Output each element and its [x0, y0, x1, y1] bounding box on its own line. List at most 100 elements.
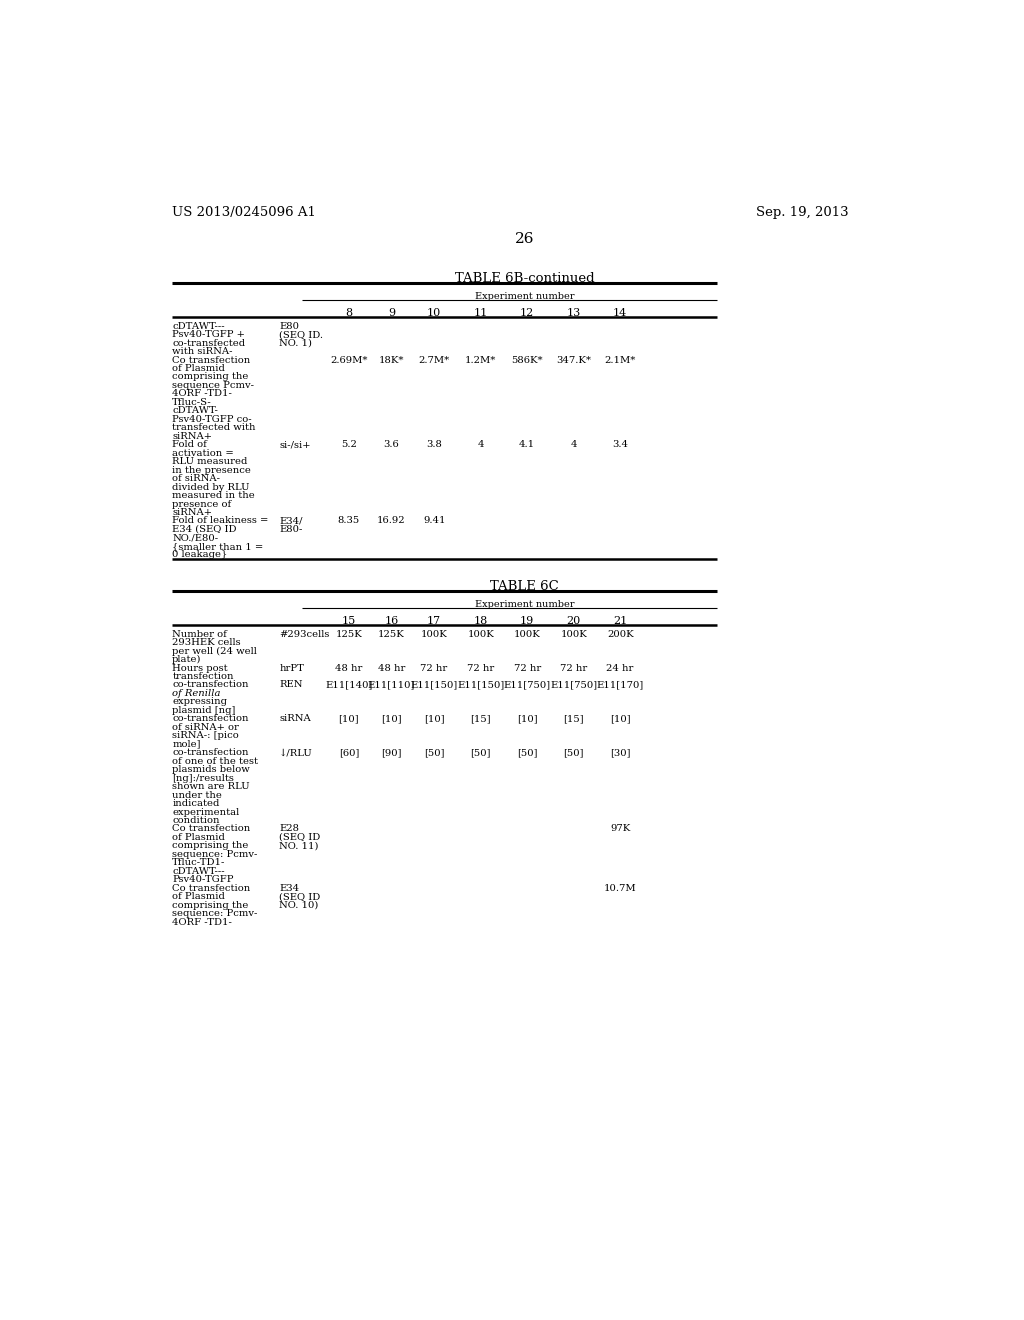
- Text: 72 hr: 72 hr: [467, 664, 495, 672]
- Text: 347.K*: 347.K*: [556, 355, 591, 364]
- Text: Number of: Number of: [172, 630, 227, 639]
- Text: condition: condition: [172, 816, 220, 825]
- Text: 0 leakage}: 0 leakage}: [172, 550, 227, 560]
- Text: Psv40-TGFP co-: Psv40-TGFP co-: [172, 414, 252, 424]
- Text: 1.2M*: 1.2M*: [465, 355, 497, 364]
- Text: [50]: [50]: [470, 748, 490, 758]
- Text: transfected with: transfected with: [172, 424, 256, 432]
- Text: 16: 16: [384, 615, 398, 626]
- Text: [30]: [30]: [610, 748, 631, 758]
- Text: E11[750]: E11[750]: [504, 681, 551, 689]
- Text: 16.92: 16.92: [377, 516, 406, 525]
- Text: 100K: 100K: [421, 630, 447, 639]
- Text: #293cells: #293cells: [280, 630, 330, 639]
- Text: NO. 10): NO. 10): [280, 900, 318, 909]
- Text: 5.2: 5.2: [341, 441, 356, 449]
- Text: E11[110]: E11[110]: [368, 681, 415, 689]
- Text: measured in the: measured in the: [172, 491, 255, 500]
- Text: plasmid [ng]: plasmid [ng]: [172, 706, 236, 715]
- Text: NO. 1): NO. 1): [280, 339, 312, 347]
- Text: in the presence: in the presence: [172, 466, 251, 475]
- Text: 2.1M*: 2.1M*: [604, 355, 636, 364]
- Text: 100K: 100K: [514, 630, 541, 639]
- Text: E80: E80: [280, 322, 299, 330]
- Text: [10]: [10]: [424, 714, 444, 723]
- Text: 12: 12: [520, 308, 535, 318]
- Text: activation =: activation =: [172, 449, 233, 458]
- Text: E11[150]: E11[150]: [411, 681, 458, 689]
- Text: 20: 20: [566, 615, 581, 626]
- Text: E34 (SEQ ID: E34 (SEQ ID: [172, 525, 237, 533]
- Text: siRNA: siRNA: [280, 714, 311, 723]
- Text: of one of the test: of one of the test: [172, 756, 258, 766]
- Text: 14: 14: [613, 308, 628, 318]
- Text: {smaller than 1 =: {smaller than 1 =: [172, 543, 263, 550]
- Text: 4.1: 4.1: [519, 441, 536, 449]
- Text: 17: 17: [427, 615, 441, 626]
- Text: [90]: [90]: [381, 748, 401, 758]
- Text: E11[140]: E11[140]: [326, 681, 373, 689]
- Text: 21: 21: [613, 615, 628, 626]
- Text: Co transfection: Co transfection: [172, 825, 251, 833]
- Text: with siRNA-: with siRNA-: [172, 347, 232, 356]
- Text: Tfluc-TD1-: Tfluc-TD1-: [172, 858, 225, 867]
- Text: of siRNA+ or: of siRNA+ or: [172, 723, 239, 731]
- Text: Fold of: Fold of: [172, 441, 207, 449]
- Text: 2.7M*: 2.7M*: [419, 355, 450, 364]
- Text: (SEQ ID.: (SEQ ID.: [280, 330, 324, 339]
- Text: E34: E34: [280, 884, 299, 892]
- Text: TABLE 6B-continued: TABLE 6B-continued: [455, 272, 595, 285]
- Text: 125K: 125K: [378, 630, 404, 639]
- Text: 100K: 100K: [467, 630, 494, 639]
- Text: Co transfection: Co transfection: [172, 355, 251, 364]
- Text: [10]: [10]: [381, 714, 401, 723]
- Text: [10]: [10]: [517, 714, 538, 723]
- Text: cDTAWT---: cDTAWT---: [172, 867, 225, 875]
- Text: Experiment number: Experiment number: [475, 293, 574, 301]
- Text: siRNA-: [pico: siRNA-: [pico: [172, 731, 239, 741]
- Text: under the: under the: [172, 791, 222, 800]
- Text: 72 hr: 72 hr: [560, 664, 587, 672]
- Text: plasmids below: plasmids below: [172, 766, 250, 774]
- Text: 8: 8: [345, 308, 352, 318]
- Text: 24 hr: 24 hr: [606, 664, 634, 672]
- Text: [60]: [60]: [339, 748, 359, 758]
- Text: 9.41: 9.41: [423, 516, 445, 525]
- Text: 8.35: 8.35: [338, 516, 360, 525]
- Text: siRNA+: siRNA+: [172, 508, 212, 517]
- Text: [ng]:/results: [ng]:/results: [172, 774, 234, 783]
- Text: comprising the: comprising the: [172, 841, 249, 850]
- Text: cDTAWT-: cDTAWT-: [172, 407, 218, 416]
- Text: sequence Pcmv-: sequence Pcmv-: [172, 381, 254, 389]
- Text: REN: REN: [280, 681, 303, 689]
- Text: of Renilla: of Renilla: [172, 689, 221, 698]
- Text: Hours post: Hours post: [172, 664, 227, 672]
- Text: 10: 10: [427, 308, 441, 318]
- Text: comprising the: comprising the: [172, 372, 249, 381]
- Text: co-transfection: co-transfection: [172, 681, 249, 689]
- Text: sequence: Pcmv-: sequence: Pcmv-: [172, 850, 258, 859]
- Text: 48 hr: 48 hr: [378, 664, 406, 672]
- Text: E34/: E34/: [280, 516, 303, 525]
- Text: co-transfected: co-transfected: [172, 339, 246, 347]
- Text: (SEQ ID: (SEQ ID: [280, 833, 321, 842]
- Text: 48 hr: 48 hr: [335, 664, 362, 672]
- Text: per well (24 well: per well (24 well: [172, 647, 257, 656]
- Text: [15]: [15]: [563, 714, 584, 723]
- Text: 26: 26: [515, 231, 535, 246]
- Text: 19: 19: [520, 615, 535, 626]
- Text: of Plasmid: of Plasmid: [172, 364, 225, 374]
- Text: presence of: presence of: [172, 499, 231, 508]
- Text: 200K: 200K: [607, 630, 634, 639]
- Text: Experiment number: Experiment number: [475, 601, 574, 610]
- Text: divided by RLU: divided by RLU: [172, 483, 250, 491]
- Text: 3.6: 3.6: [384, 441, 399, 449]
- Text: si-/si+: si-/si+: [280, 441, 310, 449]
- Text: 125K: 125K: [336, 630, 362, 639]
- Text: Psv40-TGFP +: Psv40-TGFP +: [172, 330, 245, 339]
- Text: 18K*: 18K*: [379, 355, 404, 364]
- Text: Psv40-TGFP: Psv40-TGFP: [172, 875, 233, 884]
- Text: mole]: mole]: [172, 739, 201, 748]
- Text: 10.7M: 10.7M: [604, 884, 637, 892]
- Text: ↓/RLU: ↓/RLU: [280, 748, 313, 758]
